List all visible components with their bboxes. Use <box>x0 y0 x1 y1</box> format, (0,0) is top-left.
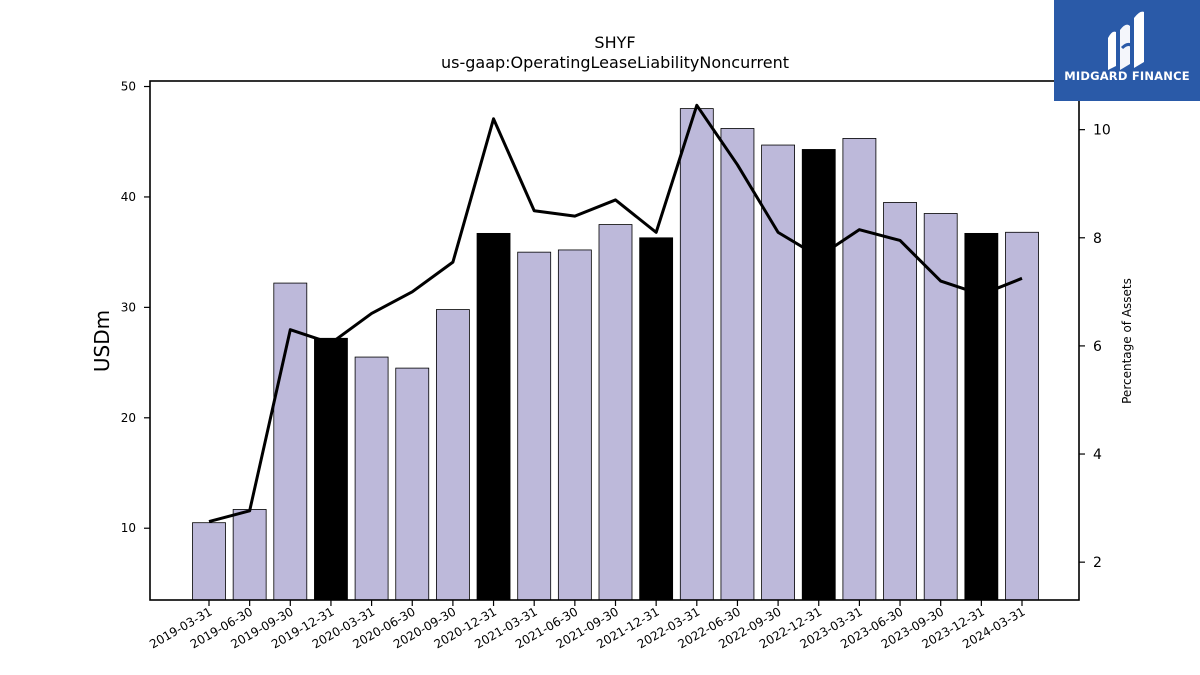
bar <box>761 144 795 601</box>
y-tick-label: 30 <box>121 300 136 314</box>
y2-tick-label: 4 <box>1093 447 1102 463</box>
bar <box>435 309 470 601</box>
bar <box>801 149 836 601</box>
y-tick-label: 50 <box>121 80 136 94</box>
bar <box>883 202 917 601</box>
bar <box>395 367 430 601</box>
y-axis-label: USDm <box>90 310 114 372</box>
bar <box>679 108 714 601</box>
bar <box>557 249 592 601</box>
line-series <box>208 103 1023 524</box>
logo-mark-icon <box>1108 11 1144 70</box>
bar <box>598 224 633 601</box>
bar <box>720 128 755 601</box>
chart-subtitle: us-gaap:OperatingLeaseLiabilityNoncurren… <box>441 53 789 72</box>
bar <box>1005 231 1039 601</box>
y-tick-label: 20 <box>121 411 136 425</box>
midgard-finance-logo: MIDGARD FINANCE <box>1054 0 1200 101</box>
bar <box>314 337 348 601</box>
y-tick-label: 40 <box>121 190 136 204</box>
y2-tick-label: 8 <box>1093 231 1102 247</box>
bar <box>842 138 877 601</box>
bar <box>192 522 226 601</box>
bar <box>354 356 389 601</box>
y-tick-label: 10 <box>121 521 136 535</box>
chart-title: SHYF <box>594 33 635 52</box>
bar <box>476 232 511 601</box>
bar <box>232 509 267 601</box>
bar <box>923 213 958 601</box>
bar <box>639 237 674 601</box>
y2-tick-label: 2 <box>1093 555 1102 571</box>
y2-axis-label: Percentage of Assets <box>1120 278 1134 404</box>
y2-tick-label: 10 <box>1093 123 1111 139</box>
logo-text: MIDGARD FINANCE <box>1064 69 1190 83</box>
y2-tick-label: 6 <box>1093 339 1102 355</box>
plot-area: 10203040502468102019-03-312019-06-302019… <box>121 80 1111 652</box>
plot-frame <box>149 80 1080 601</box>
bar <box>517 251 552 601</box>
